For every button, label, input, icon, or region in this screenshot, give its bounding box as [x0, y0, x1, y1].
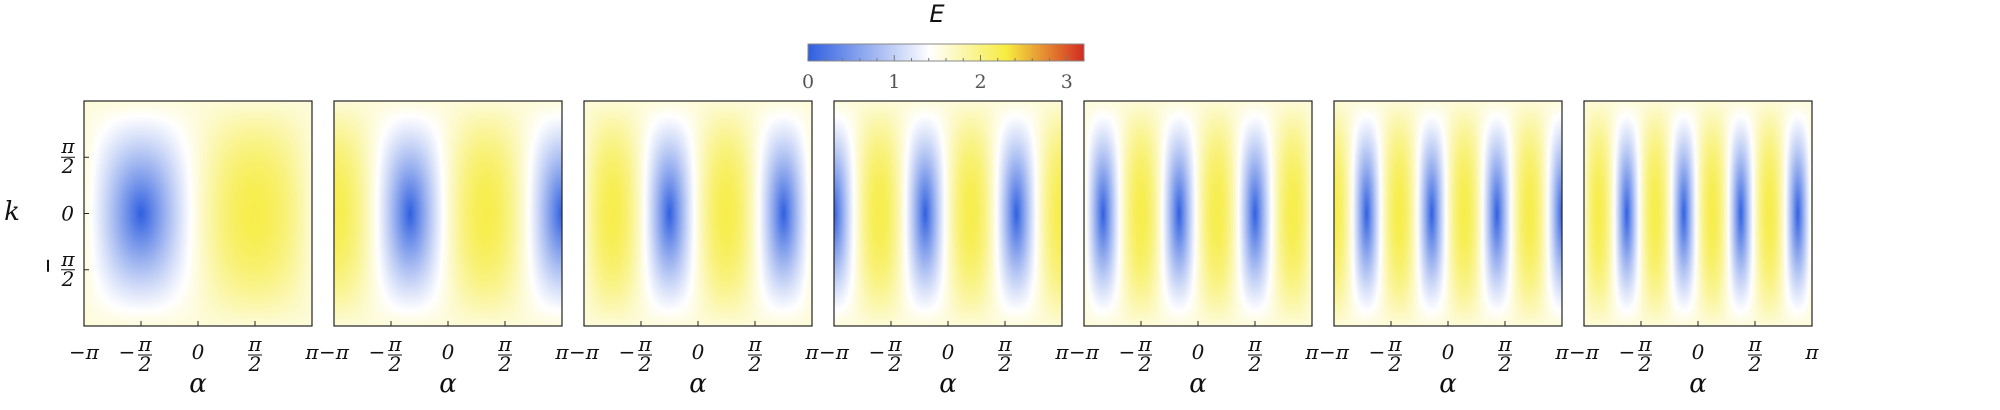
heatmap-panel: −π − π2 0 π2 πα: [819, 100, 1069, 399]
x-tick-label: 0: [192, 340, 205, 364]
x-tick-label: π: [1137, 332, 1152, 356]
x-axis-label: α: [1689, 369, 1707, 399]
x-axis-label: α: [189, 369, 207, 399]
x-tick-label: −π: [569, 340, 600, 364]
y-tick-label: 0: [61, 202, 74, 226]
x-tick-label: 0: [942, 340, 955, 364]
x-tick-label-denominator: 2: [748, 352, 762, 376]
x-tick-label: π: [804, 340, 819, 364]
x-tick-label-denominator: 2: [138, 352, 152, 376]
heatmap-image: [334, 101, 562, 326]
heatmap-panel: −π − π2 0 π2 πα: [1569, 100, 1819, 399]
x-tick-label-denominator: 2: [1388, 352, 1402, 376]
x-axis-label: α: [1439, 369, 1457, 399]
colorbar-tick-label: 1: [888, 71, 900, 93]
y-tick-label: π: [60, 247, 75, 271]
x-tick-label: 0: [692, 340, 705, 364]
heatmap-image: [834, 101, 1062, 326]
x-tick-label-denominator: 2: [638, 352, 652, 376]
colorbar-tick-label: 0: [802, 71, 814, 93]
x-tick-label: π: [997, 332, 1012, 356]
x-tick-label: π: [1304, 340, 1319, 364]
x-tick-label: 0: [1192, 340, 1205, 364]
x-tick-label-denominator: 2: [1498, 352, 1512, 376]
x-tick-label-sign: −: [119, 340, 136, 364]
y-axis-label: k: [4, 197, 20, 227]
x-tick-label: π: [304, 340, 319, 364]
x-tick-label-sign: −: [619, 340, 636, 364]
heatmap-panel: −π − π2 0 π2 πα: [319, 100, 569, 399]
x-tick-label-denominator: 2: [1138, 352, 1152, 376]
x-tick-label: π: [137, 332, 152, 356]
heatmap-image: [584, 101, 812, 326]
x-axis-label: α: [939, 369, 957, 399]
x-tick-label: π: [1387, 332, 1402, 356]
x-tick-label: π: [247, 332, 262, 356]
x-tick-label: 0: [1692, 340, 1705, 364]
x-tick-label: −π: [1069, 340, 1100, 364]
x-tick-label-denominator: 2: [248, 352, 262, 376]
x-tick-label-denominator: 2: [498, 352, 512, 376]
x-tick-label: π: [637, 332, 652, 356]
colorbar-title: E: [929, 0, 945, 28]
x-tick-label: 0: [1442, 340, 1455, 364]
x-axis-label: α: [689, 369, 707, 399]
heatmap-panel: −π − π2 0 π2 πα: [1319, 100, 1569, 399]
x-tick-label: π: [497, 332, 512, 356]
x-tick-label: −π: [1319, 340, 1350, 364]
x-tick-label: π: [747, 332, 762, 356]
x-tick-label-denominator: 2: [1748, 352, 1762, 376]
x-tick-label-denominator: 2: [998, 352, 1012, 376]
x-tick-label: π: [1747, 332, 1762, 356]
x-tick-label: −π: [319, 340, 350, 364]
y-tick-label-denominator: 2: [61, 154, 75, 178]
x-tick-label-denominator: 2: [1638, 352, 1652, 376]
x-tick-label-sign: −: [1369, 340, 1386, 364]
colorbar-tick-labels: 0 1 2 3: [802, 71, 1073, 93]
x-tick-label: π: [1554, 340, 1569, 364]
x-axis-label: α: [439, 369, 457, 399]
x-tick-label: π: [1804, 340, 1819, 364]
heatmap-panel: −π − π2 0 π2 πα: [1069, 100, 1319, 399]
colorbar: E 0 1 2 3: [802, 0, 1085, 93]
colorbar-tick-label: 2: [974, 71, 986, 93]
x-tick-label: π: [1247, 332, 1262, 356]
y-tick-label-denominator: 2: [61, 267, 75, 291]
x-tick-label: π: [1637, 332, 1652, 356]
colorbar-minor-ticks: [807, 55, 1085, 61]
x-tick-label: π: [1497, 332, 1512, 356]
heatmap-image: [1334, 101, 1562, 326]
heatmap-image: [1084, 101, 1312, 326]
heatmap-image: [1584, 101, 1812, 326]
colorbar-tick-label: 3: [1061, 71, 1073, 93]
x-tick-label-sign: −: [1619, 340, 1636, 364]
heatmap-image: [84, 101, 312, 326]
x-tick-label-denominator: 2: [1248, 352, 1262, 376]
x-tick-label: π: [387, 332, 402, 356]
x-tick-label: π: [1054, 340, 1069, 364]
x-tick-label: π: [554, 340, 569, 364]
x-axis-label: α: [1189, 369, 1207, 399]
x-tick-label: π: [887, 332, 902, 356]
heatmap-panel: −π − π2 0 π2 πα: [569, 100, 819, 399]
y-tick-label: π: [60, 134, 75, 158]
x-tick-label: −π: [69, 340, 100, 364]
x-tick-label-denominator: 2: [888, 352, 902, 376]
x-tick-label: −π: [819, 340, 850, 364]
x-tick-label-sign: −: [369, 340, 386, 364]
x-tick-label-sign: −: [1119, 340, 1136, 364]
x-tick-label-sign: −: [869, 340, 886, 364]
x-tick-label-denominator: 2: [388, 352, 402, 376]
x-tick-label: −π: [1569, 340, 1600, 364]
x-tick-label: 0: [442, 340, 455, 364]
